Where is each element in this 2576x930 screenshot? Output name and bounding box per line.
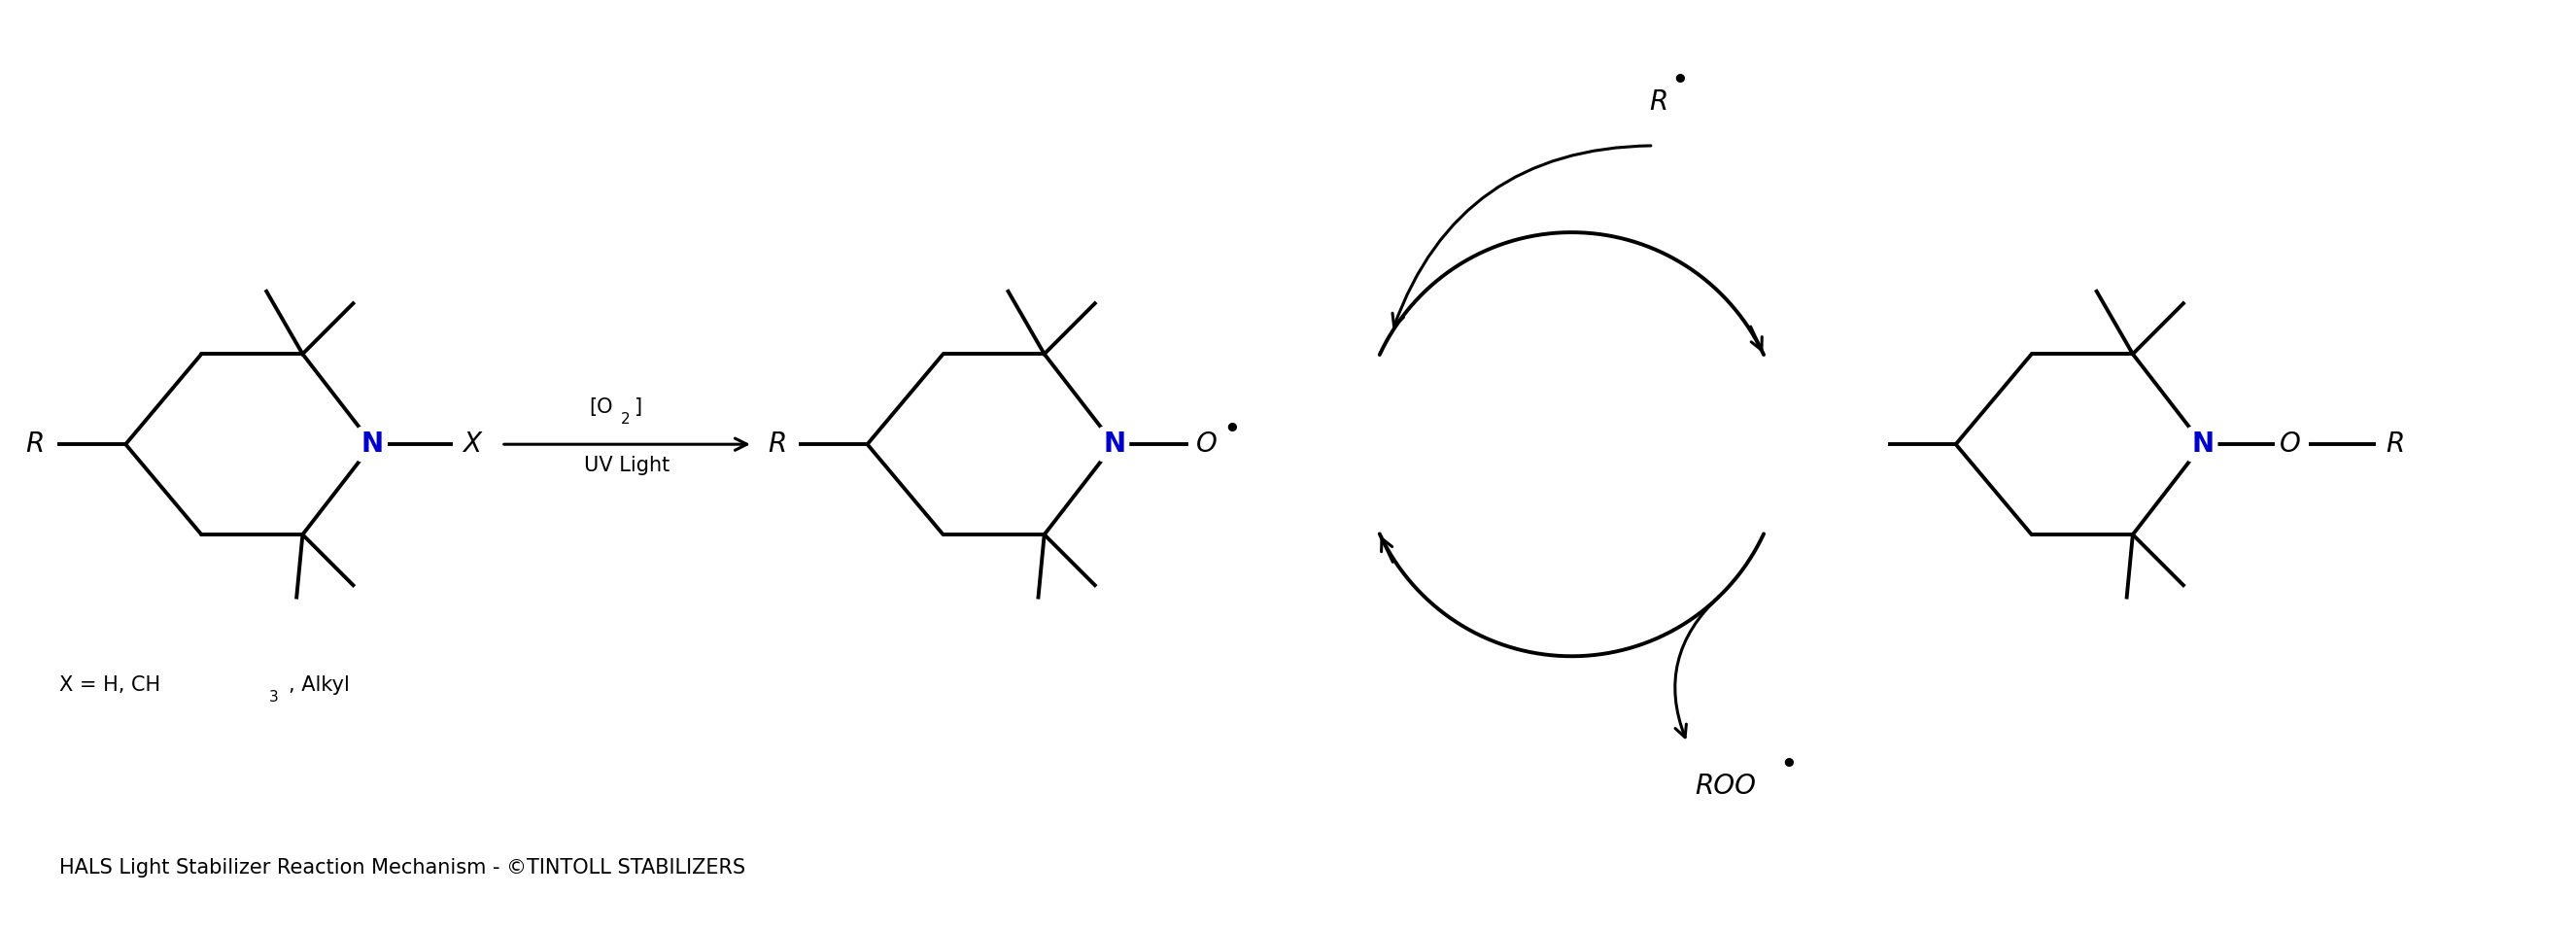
Text: [O: [O [590,398,613,418]
Text: R: R [2385,431,2406,458]
Text: •: • [1780,750,1798,780]
Text: R: R [26,431,44,458]
Text: •: • [1224,415,1242,445]
Text: UV Light: UV Light [585,456,670,475]
Text: X: X [464,431,482,458]
Text: ]: ] [634,398,641,418]
Text: O: O [2280,431,2300,458]
Text: R: R [768,431,786,458]
Text: O: O [1195,431,1218,458]
Text: X = H, CH: X = H, CH [59,675,160,695]
Text: N: N [1103,431,1126,458]
Text: 3: 3 [270,690,278,705]
Text: R: R [1649,88,1667,116]
Text: ROO: ROO [1695,773,1757,800]
Text: HALS Light Stabilizer Reaction Mechanism - ©TINTOLL STABILIZERS: HALS Light Stabilizer Reaction Mechanism… [59,858,744,878]
Text: N: N [2192,431,2213,458]
Text: N: N [361,431,384,458]
Text: •: • [1669,66,1690,96]
Text: , Alkyl: , Alkyl [289,675,350,695]
Text: 2: 2 [621,412,629,427]
